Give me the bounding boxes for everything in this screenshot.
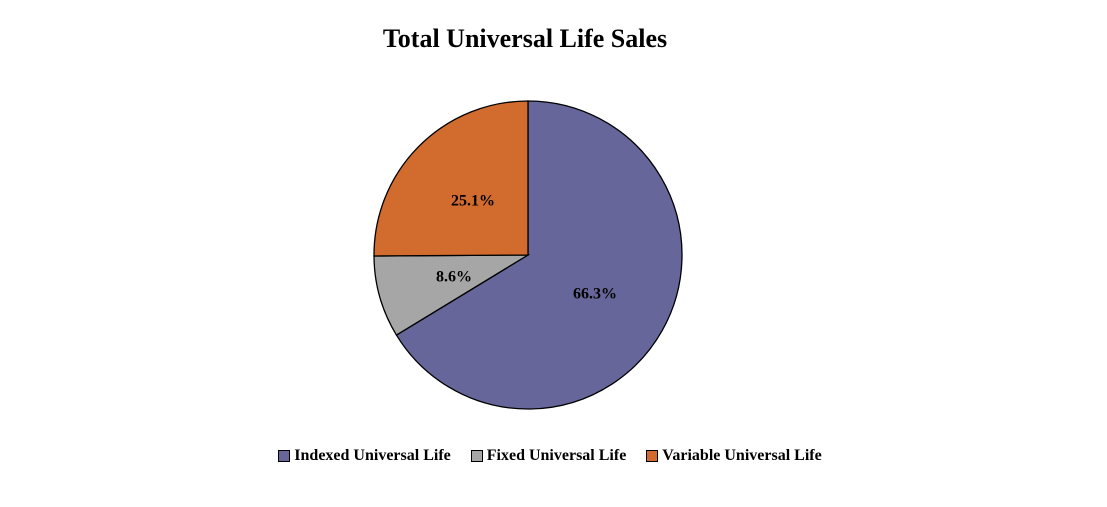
pie-slice-fixed-universal-life bbox=[373, 254, 531, 336]
legend-item: Indexed Universal Life bbox=[278, 447, 451, 465]
data-label: 66.3% bbox=[573, 286, 617, 303]
legend-item: Fixed Universal Life bbox=[470, 447, 627, 465]
chart-title: Total Universal Life Sales bbox=[382, 24, 668, 53]
legend-swatch bbox=[646, 450, 659, 462]
pie-slice-variable-universal-life bbox=[373, 100, 529, 257]
legend-swatch bbox=[278, 450, 291, 462]
data-label: 25.1% bbox=[451, 193, 495, 210]
data-label: 8.6% bbox=[436, 269, 472, 286]
legend-label: Variable Universal Life bbox=[662, 447, 822, 464]
legend-label: Indexed Universal Life bbox=[294, 447, 451, 464]
legend-label: Fixed Universal Life bbox=[486, 447, 627, 464]
legend-item: Variable Universal Life bbox=[646, 447, 822, 465]
pie-slice-indexed-universal-life bbox=[395, 100, 683, 410]
chart-legend: Indexed Universal Life Fixed Universal Li… bbox=[0, 447, 1100, 465]
legend-swatch bbox=[470, 450, 483, 462]
